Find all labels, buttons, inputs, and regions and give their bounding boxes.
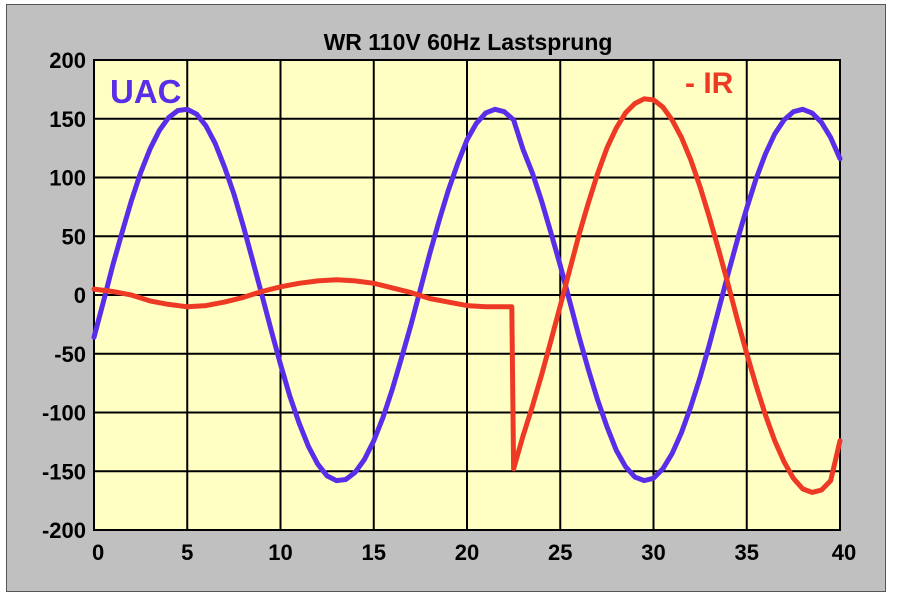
- series-label-uac: UAC: [110, 73, 182, 110]
- x-tick-label: 0: [92, 540, 104, 565]
- chart-title: WR 110V 60Hz Lastsprung: [324, 29, 613, 55]
- x-tick-label: 10: [268, 540, 292, 565]
- series-label-ir: - IR: [685, 67, 734, 100]
- y-tick-label: 150: [49, 107, 86, 132]
- x-tick-label: 25: [548, 540, 572, 565]
- y-tick-label: -200: [42, 518, 86, 543]
- y-tick-label: 200: [49, 48, 86, 73]
- x-tick-label: 15: [362, 540, 386, 565]
- y-tick-label: 0: [74, 283, 86, 308]
- y-tick-label: -150: [42, 459, 86, 484]
- x-tick-label: 35: [735, 540, 759, 565]
- y-tick-label: 100: [49, 166, 86, 191]
- x-tick-label: 20: [455, 540, 479, 565]
- x-axis-tick-labels: 0 5 10 15 20 25 30 35 40: [92, 540, 856, 565]
- y-tick-label: -50: [54, 342, 86, 367]
- y-axis-tick-labels: 200 150 100 50 0 -50 -100 -150 -200: [42, 48, 86, 543]
- x-tick-label: 30: [641, 540, 665, 565]
- x-tick-label: 5: [181, 540, 193, 565]
- y-tick-label: 50: [62, 224, 86, 249]
- x-tick-label: 40: [832, 540, 856, 565]
- y-tick-label: -100: [42, 401, 86, 426]
- series-layer: [91, 96, 843, 495]
- series-line-uac: [91, 106, 843, 484]
- series-line-ir: [91, 96, 843, 495]
